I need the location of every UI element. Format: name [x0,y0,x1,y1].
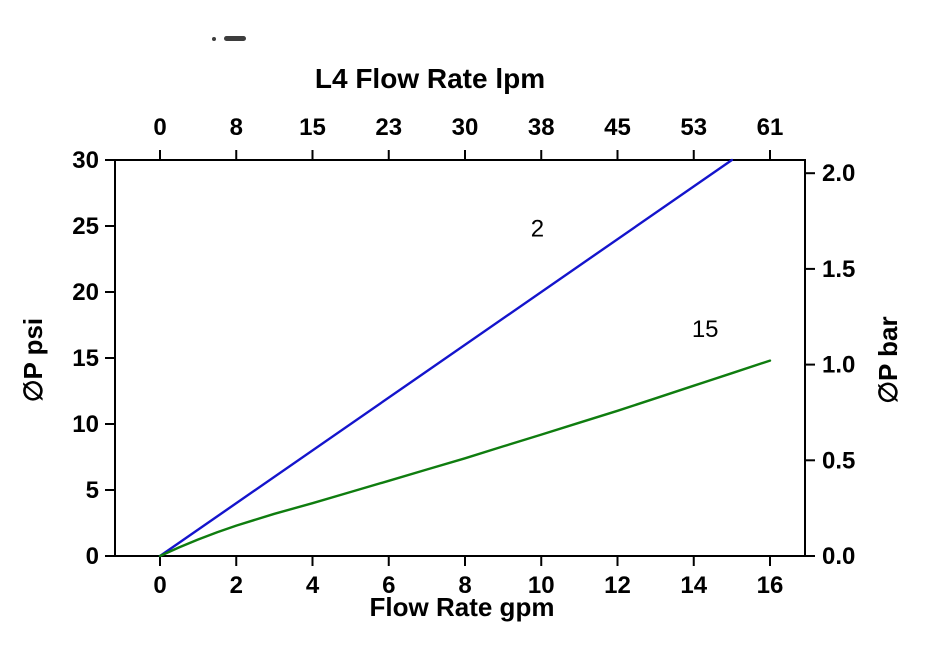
x-bottom-tick-label: 0 [153,572,166,599]
y-left-tick-label: 0 [86,543,99,570]
series-label-15: 15 [692,316,719,343]
y-left-tick-label: 30 [72,147,99,174]
y-left-tick-label: 5 [86,477,99,504]
x-top-tick-label: 23 [375,114,402,141]
x-bottom-tick-label: 8 [458,572,471,599]
series-label-2: 2 [531,216,544,243]
chart-plot-area: 0 2 4 6 8 10 12 14 16 0 8 15 23 30 38 45 53 61 0 5 10 15 20 25 3… [72,114,855,599]
x-bottom-tick-label: 16 [757,572,784,599]
x-bottom-tick-label: 12 [604,572,631,599]
top-axis-title: L4 Flow Rate lpm [315,63,545,94]
x-top-tick-label: 38 [528,114,555,141]
plot-frame [114,159,806,557]
right-axis-title: ∅P bar [873,316,903,403]
y-left-tick-label: 25 [72,213,99,240]
y-left-tick-label: 10 [72,411,99,438]
y-right-tick-label: 2.0 [822,160,855,187]
y-left-tick-label: 20 [72,279,99,306]
x-top-tick-label: 0 [153,114,166,141]
scan-artifact [212,36,246,41]
series-line-15 [158,359,772,558]
x-bottom-tick-label: 14 [680,572,707,599]
y-right-tick-label: 0.5 [822,447,855,474]
x-top-tick-label: 45 [604,114,631,141]
left-axis-title: ∅P psi [18,318,48,402]
x-bottom-tick-label: 10 [528,572,555,599]
x-bottom-tick-label: 4 [306,572,320,599]
x-top-tick-label: 30 [452,114,479,141]
y-left-tick-label: 15 [72,345,99,372]
y-right-tick-label: 1.5 [822,256,855,283]
x-bottom-tick-label: 2 [230,572,243,599]
x-top-tick-label: 15 [299,114,326,141]
series-line-2 [158,158,734,558]
x-top-tick-label: 61 [757,114,784,141]
y-right-tick-label: 0.0 [822,543,855,570]
y-right-tick-label: 1.0 [822,352,855,379]
x-top-tick-label: 8 [230,114,243,141]
bottom-axis-title: Flow Rate gpm [370,592,555,622]
x-top-tick-label: 53 [680,114,707,141]
x-bottom-tick-label: 6 [382,572,395,599]
